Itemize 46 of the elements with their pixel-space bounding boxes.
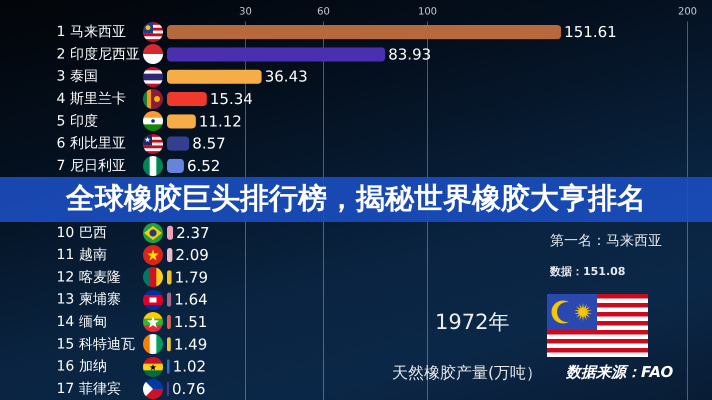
y-tick-label: 5 印度: [56, 113, 98, 130]
data-label: 8.57: [192, 134, 226, 153]
annotation: 数据：151.08: [550, 265, 626, 278]
x-tick-label: 30: [239, 6, 252, 18]
data-label: 1.64: [174, 290, 208, 309]
data-label: 1.02: [172, 358, 206, 376]
data-label: 2.09: [175, 246, 209, 264]
x-tick-label: 100: [418, 6, 438, 18]
y-tick-label: 3 泰国: [56, 68, 98, 85]
y-tick-label: 11 越南: [56, 247, 107, 264]
y-tick-label: 7 尼日利亚: [56, 158, 126, 174]
y-tick-label: 12 喀麦隆: [56, 269, 121, 286]
bar: [167, 70, 262, 84]
y-tick-label: 2 印度尼西亚: [56, 46, 140, 62]
annotation: 第一名：马来西亚: [550, 233, 662, 249]
x-tick-label: 60: [317, 6, 330, 18]
data-label: 36.43: [264, 68, 308, 86]
data-label: 1.79: [174, 268, 208, 286]
bar: [167, 92, 207, 106]
x-axis-title: 天然橡胶产量(万吨）: [392, 363, 542, 382]
data-label: 0.76: [172, 380, 206, 398]
y-tick-label: 17 菲律宾: [56, 380, 121, 397]
bar: [167, 114, 196, 128]
bar: [167, 47, 386, 62]
data-label: 11.12: [198, 112, 242, 130]
data-label: 2.37: [176, 224, 210, 242]
annotation: 1972年: [435, 310, 510, 334]
text: 全球橡胶巨头排行榜，揭秘世界橡胶大亨排名: [66, 181, 646, 215]
y-tick-label: 6 利比里亚: [56, 136, 126, 152]
y-tick-label: 1 马来西亚: [56, 24, 126, 40]
y-tick-label: 10 巴西: [56, 224, 107, 241]
bar: [167, 25, 562, 40]
x-tick-label: 200: [678, 6, 698, 18]
y-tick-label: 15 科特迪瓦: [56, 336, 135, 352]
annotation: 数据来源：FAO: [566, 363, 674, 381]
data-label: 1.49: [174, 335, 208, 354]
data-label: 83.93: [388, 45, 432, 64]
y-tick-label: 4 斯里兰卡: [56, 91, 126, 108]
data-label: 151.61: [564, 23, 617, 42]
data-label: 15.34: [210, 90, 253, 108]
bar: [167, 136, 190, 151]
y-tick-label: 14 缅甸: [56, 314, 107, 330]
y-tick-label: 16 加纳: [56, 358, 107, 375]
y-tick-label: 13 柬埔寨: [56, 292, 121, 308]
data-label: 1.51: [174, 312, 208, 331]
data-label: 6.52: [186, 156, 220, 175]
